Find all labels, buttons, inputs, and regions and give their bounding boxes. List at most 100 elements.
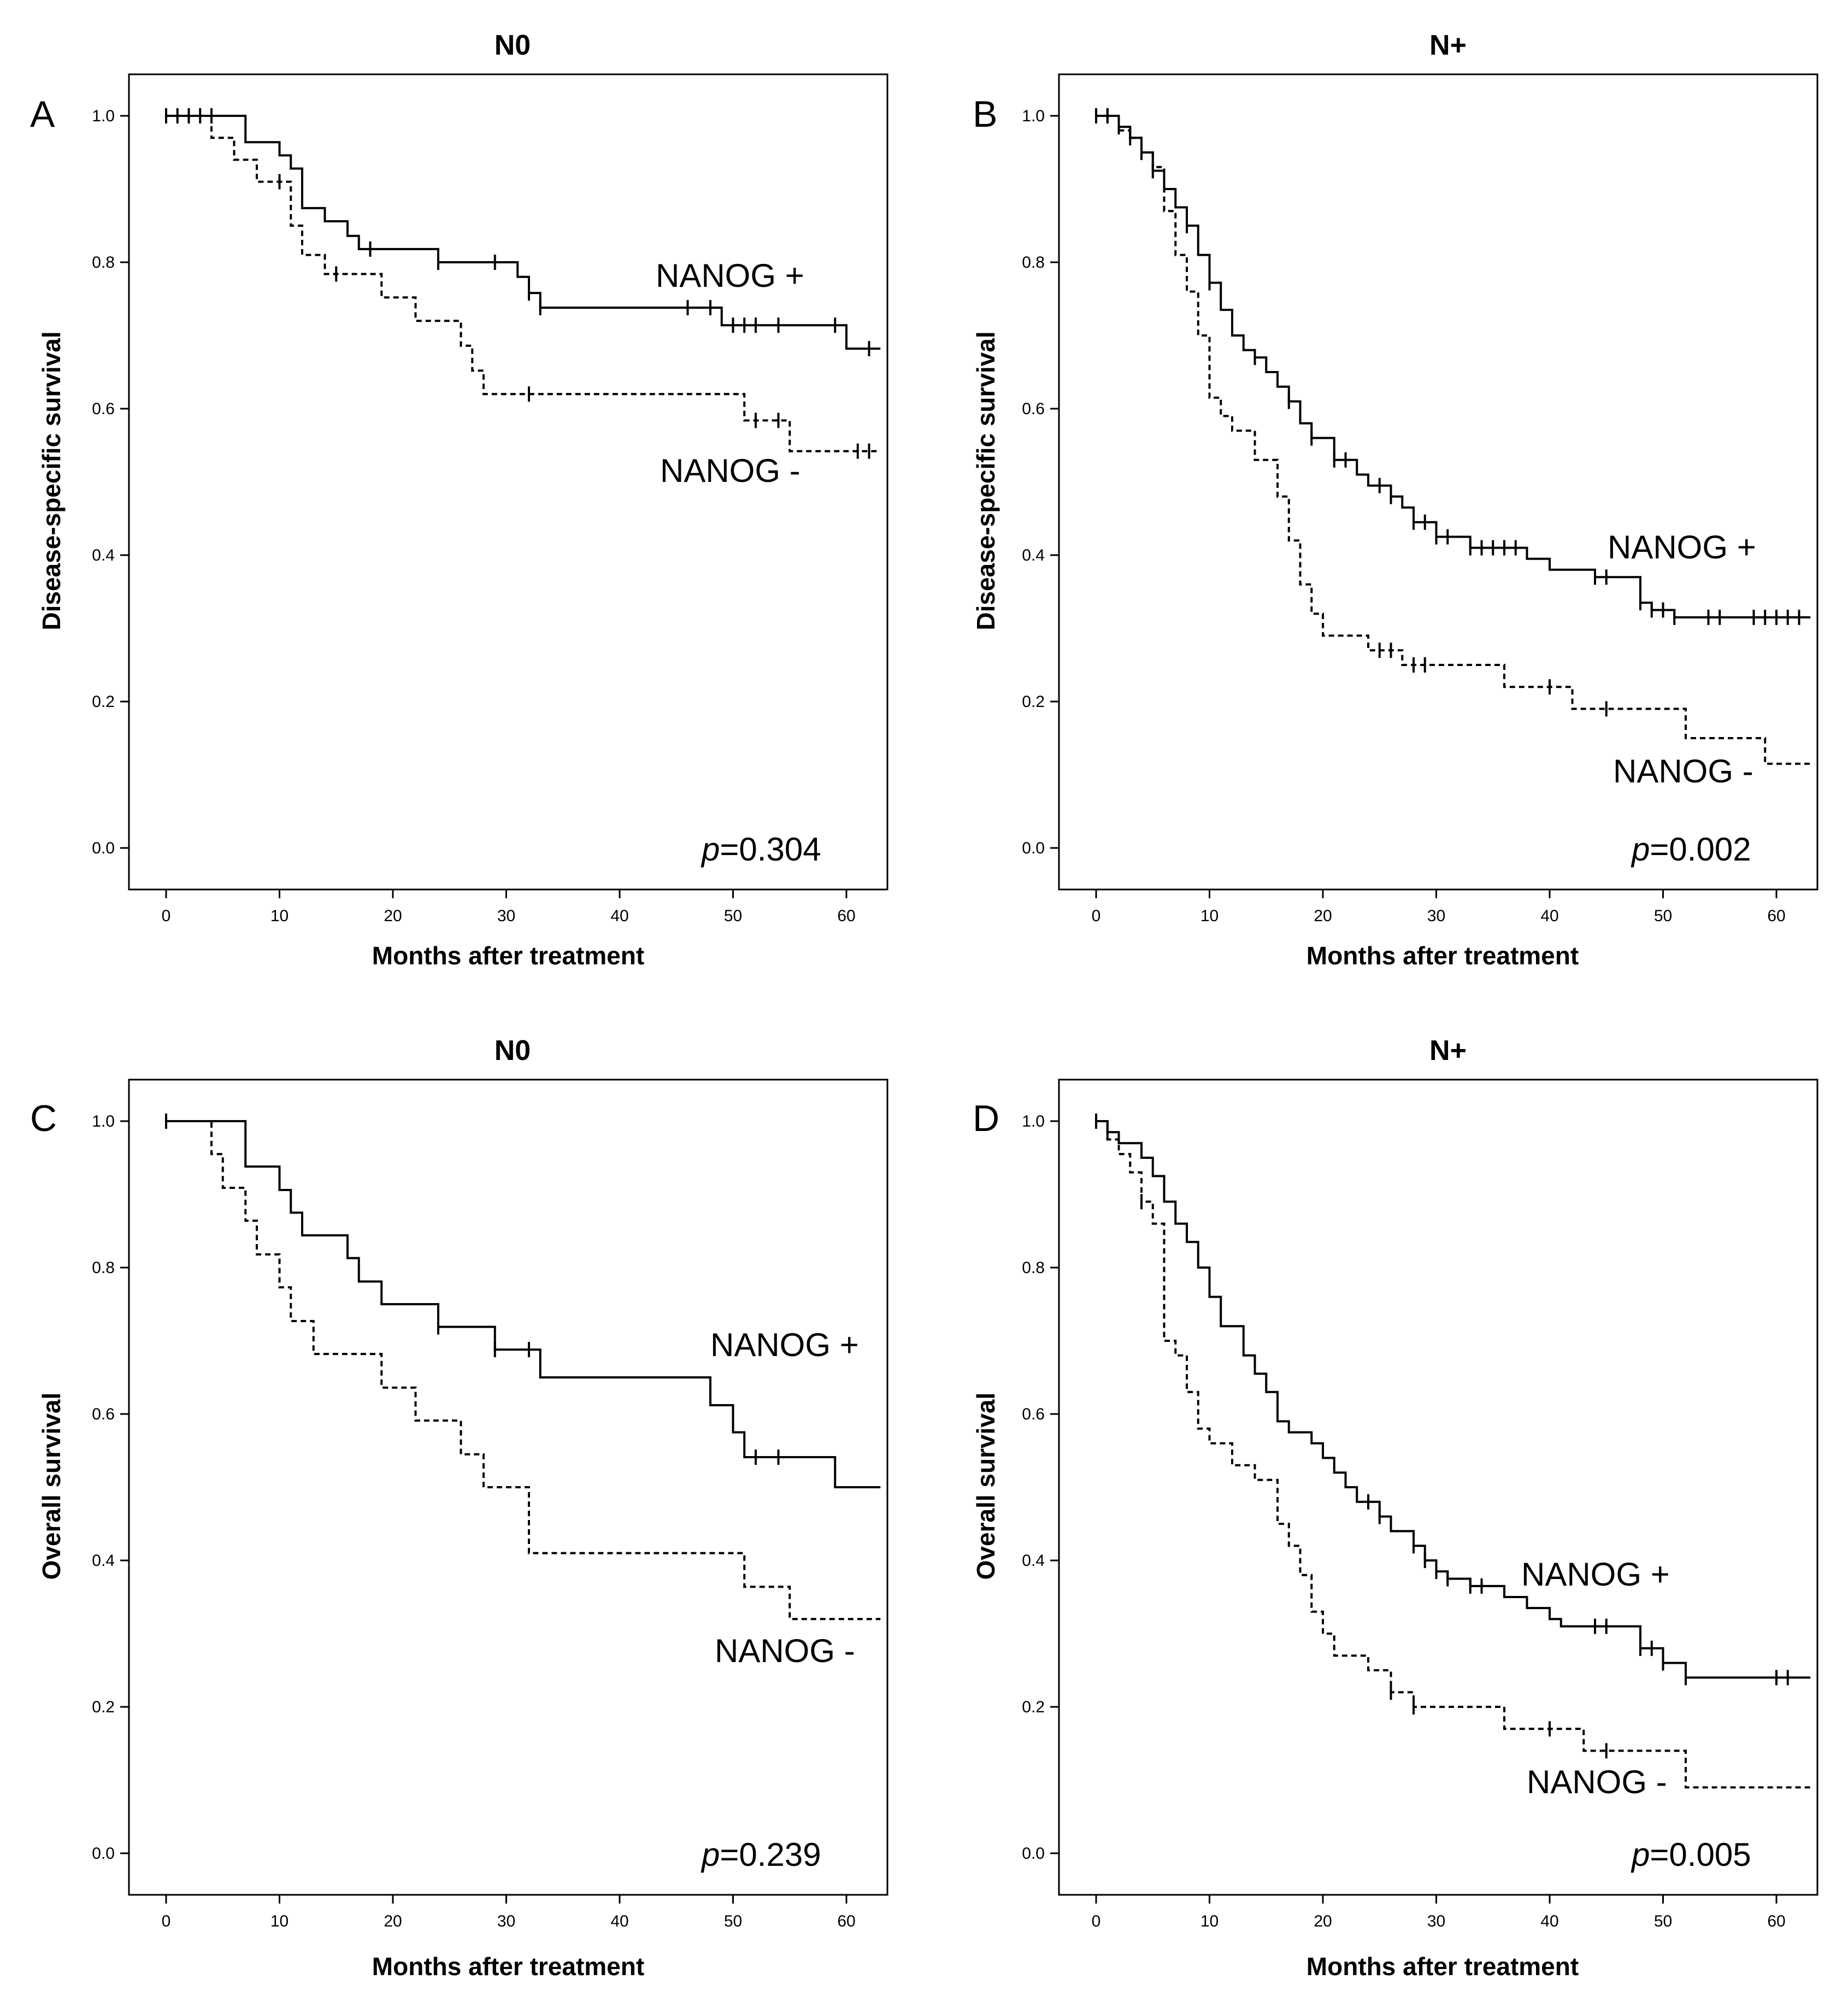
panel-c: N0 C Overall survival Months after treat… [30, 1035, 888, 1981]
panel-c-curve-nanog-minus [166, 1120, 881, 1621]
panel-c-ylabel: Overall survival [37, 1393, 66, 1580]
panel-b-xtick-label-0: 0 [1092, 907, 1101, 925]
panel-b-xtick-label-2: 20 [1314, 907, 1332, 925]
panel-d-xtick-label-5: 50 [1654, 1912, 1672, 1930]
panel-b-plot-frame [1058, 73, 1818, 891]
panel-a-ylabel: Disease-specific survival [37, 331, 66, 630]
panel-b-p-text: =0.002 [1650, 831, 1751, 868]
panel-a-xlabel: Months after treatment [372, 941, 644, 970]
panel-b-curve-nanog-minus [1096, 115, 1811, 765]
panel-d-ytick-label-4: 0.8 [1022, 1259, 1045, 1277]
panel-c-pvalue: p=0.239 [701, 1836, 821, 1873]
panel-d-xtick-label-6: 60 [1767, 1912, 1785, 1930]
panel-b-ytick-label-4: 0.8 [1022, 254, 1045, 272]
panel-d-label-minus: NANOG - [1527, 1764, 1667, 1800]
panel-c-label-plus: NANOG + [710, 1327, 859, 1363]
panel-a-label-minus: NANOG - [660, 452, 801, 489]
panel-a-ytick-label-0: 0.0 [92, 839, 115, 857]
panel-c-title: N0 [495, 1035, 531, 1067]
panel-d-curve-nanog-plus [1096, 1120, 1811, 1679]
panel-c-curves [165, 1114, 881, 1621]
panel-a-plot-frame [128, 73, 888, 891]
panel-a-ytick-label-4: 0.8 [92, 254, 115, 272]
panel-d-ytick-label-3: 0.6 [1022, 1405, 1045, 1423]
panel-c-ytick-label-1: 0.2 [92, 1698, 115, 1716]
panel-d-xtick-label-2: 20 [1314, 1912, 1332, 1930]
panel-b-ticks: 0.0 0.2 0.4 0.6 0.8 1.0 0 10 20 30 40 50 60 [1022, 107, 1785, 925]
panel-b-curve-nanog-plus [1096, 115, 1811, 618]
panel-c-xtick-label-3: 30 [497, 1912, 515, 1930]
panel-a-ytick-label-2: 0.4 [92, 546, 115, 564]
panel-a-curves [165, 108, 881, 459]
panel-d-ylabel: Overall survival [972, 1393, 1000, 1580]
panel-d-p-symbol: p [1631, 1836, 1650, 1873]
panel-b-ylabel: Disease-specific survival [972, 331, 1000, 630]
panel-b-ytick-label-1: 0.2 [1022, 693, 1045, 711]
panel-c-plot-frame [128, 1079, 888, 1896]
panel-c-p-symbol: p [701, 1836, 720, 1873]
panel-a-xtick-label-0: 0 [162, 907, 171, 925]
panel-d-xtick-label-1: 10 [1200, 1912, 1219, 1930]
panel-b-p-symbol: p [1631, 831, 1650, 868]
panel-d-pvalue: p=0.005 [1631, 1836, 1751, 1873]
panel-b-xtick-label-4: 40 [1540, 907, 1558, 925]
panel-a-label-plus: NANOG + [656, 257, 804, 294]
panel-a: N0 A Disease-specific survival Months af… [30, 30, 888, 970]
panel-d-xtick-label-4: 40 [1540, 1912, 1558, 1930]
panel-b-curves [1095, 108, 1811, 765]
panel-a-curve-nanog-plus [166, 115, 881, 350]
panel-b-label-minus: NANOG - [1613, 753, 1753, 790]
panel-a-p-text: =0.304 [720, 831, 821, 868]
panel-b-ytick-label-2: 0.4 [1022, 546, 1045, 564]
panel-c-xlabel: Months after treatment [372, 1952, 644, 1981]
panel-a-curve-nanog-minus [166, 115, 881, 452]
panel-a-ytick-label-1: 0.2 [92, 693, 115, 711]
panel-b-ytick-label-0: 0.0 [1022, 839, 1045, 857]
panel-c-ytick-label-3: 0.6 [92, 1405, 115, 1423]
panel-a-p-symbol: p [701, 831, 720, 868]
panel-d-ytick-label-0: 0.0 [1022, 1845, 1045, 1863]
panel-c-label-minus: NANOG - [715, 1633, 855, 1669]
panel-d-label-plus: NANOG + [1521, 1556, 1670, 1593]
panel-d-xtick-label-3: 30 [1427, 1912, 1445, 1930]
panel-c-ytick-label-0: 0.0 [92, 1845, 115, 1863]
panel-a-xtick-label-3: 30 [497, 907, 515, 925]
panel-a-letter: A [30, 93, 55, 135]
panel-d-curve-nanog-minus [1096, 1120, 1811, 1789]
panel-c-ytick-label-4: 0.8 [92, 1259, 115, 1277]
panel-a-xtick-label-6: 60 [837, 907, 855, 925]
panel-c-letter: C [30, 1098, 57, 1139]
panel-d-letter: D [973, 1098, 999, 1139]
panel-a-xtick-label-1: 10 [270, 907, 289, 925]
panel-c-xtick-label-4: 40 [610, 1912, 628, 1930]
panel-a-ticks: 0.0 0.2 0.4 0.6 0.8 1.0 0 10 20 30 40 50 60 [92, 107, 855, 925]
panel-c-curve-nanog-plus [166, 1120, 881, 1488]
panel-d-ytick-label-1: 0.2 [1022, 1698, 1045, 1716]
panel-b-pvalue: p=0.002 [1631, 831, 1751, 868]
panel-b: N+ B Disease-specific survival Months af… [972, 30, 1818, 970]
panel-b-ytick-label-3: 0.6 [1022, 400, 1045, 418]
panel-c-xtick-label-0: 0 [162, 1912, 171, 1930]
panel-b-title: N+ [1429, 30, 1467, 61]
panel-d-title: N+ [1429, 1035, 1467, 1067]
panel-a-pvalue: p=0.304 [701, 831, 821, 868]
panel-c-xtick-label-5: 50 [724, 1912, 742, 1930]
panel-d: N+ D Overall survival Months after treat… [972, 1035, 1818, 1981]
panel-c-xtick-label-6: 60 [837, 1912, 855, 1930]
panel-c-ticks: 0.0 0.2 0.4 0.6 0.8 1.0 0 10 20 30 40 50 60 [92, 1112, 855, 1930]
panel-d-p-text: =0.005 [1650, 1836, 1751, 1873]
panel-b-xlabel: Months after treatment [1306, 941, 1579, 970]
panel-d-ytick-label-2: 0.4 [1022, 1552, 1045, 1570]
panel-c-p-text: =0.239 [720, 1836, 821, 1873]
panel-b-xtick-label-3: 30 [1427, 907, 1445, 925]
panel-a-ytick-label-5: 1.0 [92, 107, 115, 125]
panel-c-ytick-label-2: 0.4 [92, 1552, 115, 1570]
panel-c-xtick-label-1: 10 [270, 1912, 289, 1930]
panel-b-ytick-label-5: 1.0 [1022, 107, 1045, 125]
panel-d-ytick-label-5: 1.0 [1022, 1112, 1045, 1130]
panel-a-xtick-label-5: 50 [724, 907, 742, 925]
panel-c-ytick-label-5: 1.0 [92, 1112, 115, 1130]
panel-a-xtick-label-2: 20 [384, 907, 402, 925]
panel-d-plot-frame [1058, 1079, 1818, 1896]
panel-d-ticks: 0.0 0.2 0.4 0.6 0.8 1.0 0 10 20 30 40 50 60 [1022, 1112, 1785, 1930]
